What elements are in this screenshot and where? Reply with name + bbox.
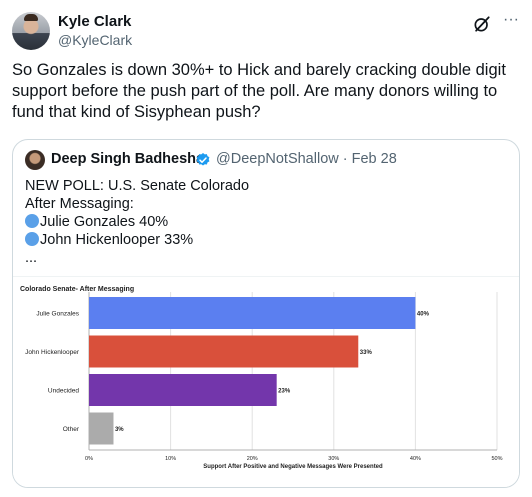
bar-chart: Julie Gonzales 40% John Hickenlooper 33% Und… bbox=[25, 292, 503, 470]
tick-label: 20% bbox=[247, 456, 258, 462]
quoted-line-hickenlooper: John Hickenlooper 33% bbox=[25, 231, 505, 249]
value-label: 23% bbox=[278, 389, 291, 395]
quoted-line-gonzales: Julie Gonzales 40% bbox=[25, 213, 505, 231]
quoted-post[interactable]: Deep Singh Badhesha @DeepNotShallow · Fe… bbox=[12, 139, 520, 488]
bar-undecided bbox=[89, 374, 277, 406]
tick-label: 40% bbox=[410, 456, 421, 462]
tick-label: 50% bbox=[491, 456, 502, 462]
quoted-line: ... bbox=[25, 250, 38, 266]
tick-label: 0% bbox=[85, 456, 93, 462]
bar-julie-gonzales bbox=[89, 297, 416, 329]
bar-other bbox=[89, 412, 114, 445]
post-header: Kyle Clark @KyleClark ··· bbox=[12, 10, 522, 50]
tick-label: 30% bbox=[328, 456, 339, 462]
category-label: Julie Gonzales bbox=[36, 311, 79, 318]
x-axis-title: Support After Positive and Negative Mess… bbox=[203, 464, 383, 470]
quoted-author-meta: @DeepNotShallow · Feb 28 bbox=[216, 151, 397, 167]
quoted-author-avatar[interactable] bbox=[25, 150, 45, 170]
grok-icon[interactable] bbox=[472, 14, 492, 34]
blue-circle-icon bbox=[25, 214, 39, 228]
value-label: 3% bbox=[115, 427, 124, 433]
quoted-post-text: NEW POLL: U.S. Senate Colorado After Mes… bbox=[25, 177, 505, 267]
chart-title: Colorado Senate- After Messaging bbox=[20, 286, 135, 293]
blue-circle-icon bbox=[25, 232, 39, 246]
author-name[interactable]: Kyle Clark bbox=[58, 13, 132, 30]
tick-label: 10% bbox=[165, 456, 176, 462]
quoted-author-name[interactable]: Deep Singh Badhesha bbox=[51, 151, 205, 167]
category-label: Undecided bbox=[48, 388, 79, 395]
category-label: John Hickenlooper bbox=[25, 349, 80, 356]
quoted-line: NEW POLL: U.S. Senate Colorado bbox=[25, 178, 250, 194]
value-label: 40% bbox=[417, 312, 430, 318]
quoted-line-text: Julie Gonzales 40% bbox=[40, 214, 169, 230]
value-label: 33% bbox=[360, 350, 373, 356]
quoted-line: After Messaging: bbox=[25, 196, 134, 212]
author-handle[interactable]: @KyleClark bbox=[58, 32, 133, 48]
category-label: Other bbox=[63, 426, 80, 433]
more-options-icon[interactable]: ··· bbox=[503, 11, 519, 28]
post-text: So Gonzales is down 30%+ to Hick and bar… bbox=[12, 61, 506, 121]
author-avatar[interactable] bbox=[12, 12, 50, 50]
bar-john-hickenlooper bbox=[89, 335, 359, 368]
verified-badge-icon bbox=[196, 153, 210, 166]
quoted-line-text: John Hickenlooper 33% bbox=[40, 232, 194, 248]
